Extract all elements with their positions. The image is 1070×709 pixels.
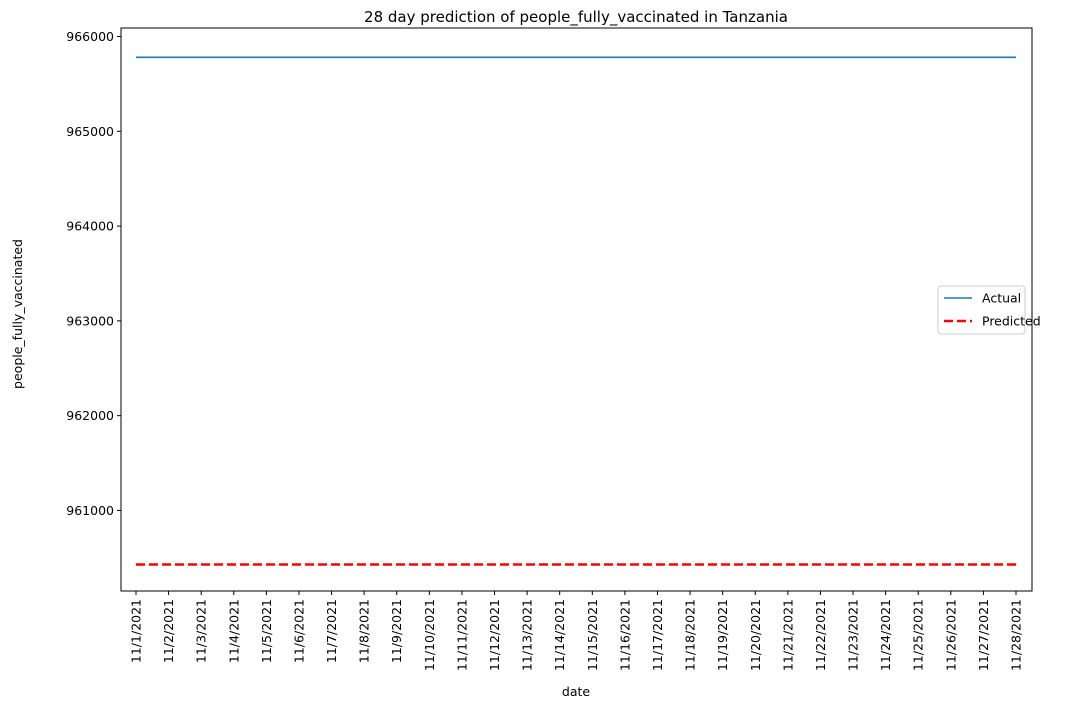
x-tick-label: 11/15/2021 bbox=[585, 599, 600, 671]
x-tick-label: 11/13/2021 bbox=[520, 599, 535, 671]
x-tick-label: 11/6/2021 bbox=[291, 599, 306, 663]
y-axis-title: people_fully_vaccinated bbox=[10, 239, 25, 389]
legend-label-predicted: Predicted bbox=[982, 314, 1041, 329]
x-tick-label: 11/18/2021 bbox=[683, 599, 698, 671]
x-tick-label: 11/3/2021 bbox=[194, 599, 209, 663]
x-tick-label: 11/5/2021 bbox=[259, 599, 274, 663]
y-tick-label: 961000 bbox=[66, 503, 114, 518]
x-tick-label: 11/23/2021 bbox=[846, 599, 861, 671]
x-tick-label: 11/9/2021 bbox=[389, 599, 404, 663]
x-tick-label: 11/7/2021 bbox=[324, 599, 339, 663]
x-tick-label: 11/27/2021 bbox=[976, 599, 991, 671]
legend: Actual Predicted bbox=[937, 285, 1041, 335]
y-tick-label: 965000 bbox=[66, 124, 114, 139]
x-tick-label: 11/12/2021 bbox=[487, 599, 502, 671]
y-tick-label: 962000 bbox=[66, 408, 114, 423]
x-tick-label: 11/26/2021 bbox=[943, 599, 958, 671]
y-tick-label: 964000 bbox=[66, 219, 114, 234]
x-tick-label: 11/20/2021 bbox=[748, 599, 763, 671]
y-tick-label: 966000 bbox=[66, 29, 114, 44]
x-tick-label: 11/14/2021 bbox=[552, 599, 567, 671]
x-tick-label: 11/24/2021 bbox=[878, 599, 893, 671]
x-tick-label: 11/10/2021 bbox=[422, 599, 437, 671]
x-tick-label: 11/17/2021 bbox=[650, 599, 665, 671]
y-tick-label: 963000 bbox=[66, 313, 114, 328]
x-tick-label: 11/22/2021 bbox=[813, 599, 828, 671]
x-tick-label: 11/25/2021 bbox=[911, 599, 926, 671]
x-tick-label: 11/1/2021 bbox=[129, 599, 144, 663]
x-tick-label: 11/11/2021 bbox=[454, 599, 469, 671]
x-axis-title: date bbox=[562, 684, 590, 699]
x-axis-ticks: 11/1/2021 11/2/2021 11/3/2021 11/4/2021 11/5… bbox=[129, 591, 1024, 671]
plot-frame bbox=[120, 27, 1033, 592]
x-tick-label: 11/28/2021 bbox=[1009, 599, 1024, 671]
x-tick-label: 11/8/2021 bbox=[357, 599, 372, 663]
x-tick-label: 11/19/2021 bbox=[715, 599, 730, 671]
x-tick-label: 11/21/2021 bbox=[780, 599, 795, 671]
chart-title: 28 day prediction of people_fully_vaccin… bbox=[364, 8, 788, 27]
x-tick-label: 11/16/2021 bbox=[617, 599, 632, 671]
x-tick-label: 11/4/2021 bbox=[226, 599, 241, 663]
series-layer bbox=[136, 56, 1016, 566]
x-tick-label: 11/2/2021 bbox=[161, 599, 176, 663]
y-axis-ticks: 961000 962000 963000 964000 965000 966000 bbox=[66, 29, 121, 518]
legend-label-actual: Actual bbox=[982, 291, 1021, 306]
